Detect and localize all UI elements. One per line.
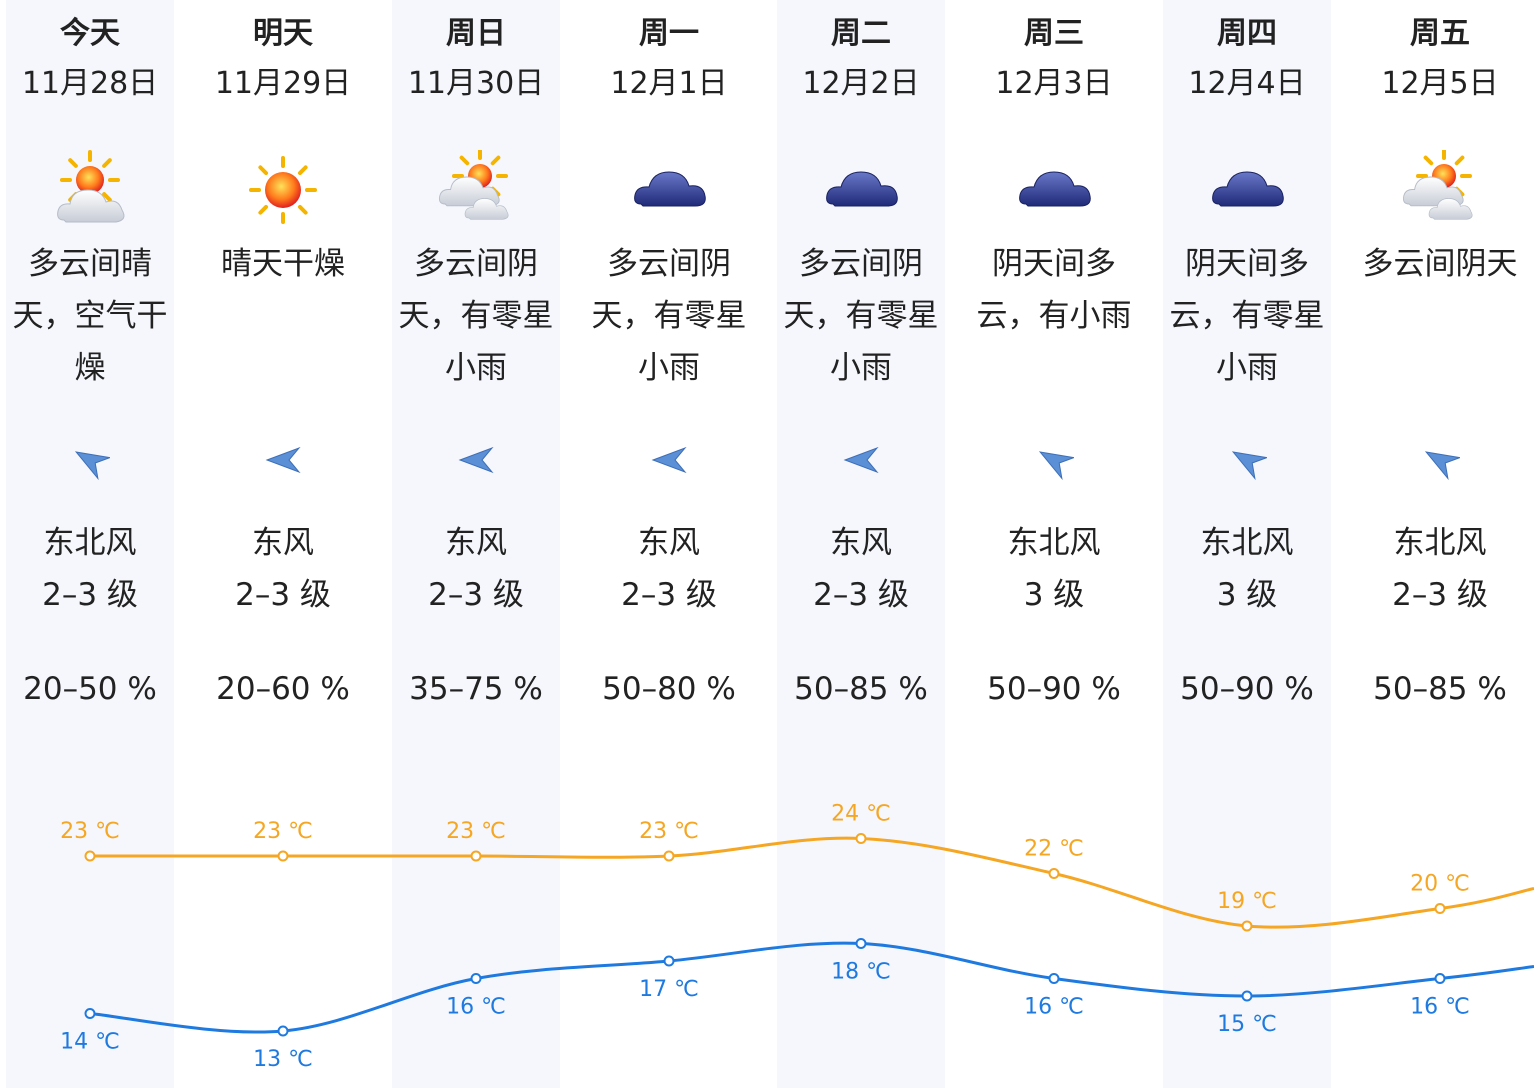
wind-northeast-arrow-icon — [74, 451, 110, 480]
wind-east-arrow-icon — [651, 446, 687, 474]
high-temperature-label: 23 ℃ — [253, 819, 313, 844]
weather-description: 晴天干燥 — [221, 246, 345, 282]
weather-description: 多云间晴天，空气干燥 — [12, 246, 168, 386]
day-label: 周日 — [446, 16, 506, 51]
wind-level: 2–3 级 — [621, 577, 717, 613]
low-temperature-point — [84, 1008, 96, 1019]
wind-level: 2–3 级 — [428, 577, 524, 613]
weather-description: 多云间阴天，有零星小雨 — [398, 246, 554, 386]
low-temperature-point — [277, 1025, 289, 1037]
day-label: 周五 — [1410, 16, 1470, 51]
low-temperature-point — [855, 938, 867, 949]
partly-cloudy-icon — [1403, 150, 1473, 220]
overcast-cloud-icon — [826, 171, 898, 207]
low-temperature-label: 17 ℃ — [639, 977, 699, 1002]
humidity-range: 50–90 % — [1180, 671, 1314, 707]
date-label: 12月1日 — [610, 66, 728, 101]
weather-description: 多云间阴天，有零星小雨 — [591, 246, 747, 386]
wind-northeast-arrow-icon — [1231, 451, 1267, 480]
wind-level: 2–3 级 — [813, 577, 909, 613]
wind-northeast-arrow-icon — [1424, 451, 1460, 480]
wind-direction: 东风 — [252, 525, 314, 561]
wind-direction: 东北风 — [1007, 525, 1101, 561]
overcast-cloud-icon — [1019, 171, 1091, 207]
wind-direction: 东北风 — [43, 525, 137, 561]
wind-level: 2–3 级 — [42, 577, 138, 613]
weather-description: 阴天间多云，有零星小雨 — [1169, 246, 1325, 386]
wind-direction: 东风 — [830, 525, 892, 561]
date-label: 12月4日 — [1188, 66, 1306, 101]
high-temperature-label: 24 ℃ — [831, 802, 891, 827]
wind-level: 3 级 — [1023, 577, 1085, 613]
date-label: 12月2日 — [802, 66, 920, 101]
high-temperature-label: 19 ℃ — [1217, 889, 1277, 914]
low-temperature-label: 16 ℃ — [446, 995, 506, 1020]
low-temperature-label: 13 ℃ — [253, 1047, 313, 1072]
high-temperature-point — [1241, 920, 1253, 932]
humidity-range: 50–85 % — [794, 671, 928, 707]
sun-behind-cloud-icon — [57, 150, 125, 223]
high-temperature-point — [1048, 868, 1060, 879]
high-temperature-line — [89, 836, 1534, 929]
wind-direction: 东北风 — [1200, 525, 1294, 561]
weather-description: 多云间阴天 — [1362, 246, 1518, 282]
humidity-range: 35–75 % — [409, 671, 543, 707]
low-temperature-label: 16 ℃ — [1024, 995, 1084, 1020]
low-temperature-point — [1241, 990, 1253, 1002]
wind-northeast-arrow-icon — [1038, 451, 1074, 480]
weather-description: 多云间阴天，有零星小雨 — [783, 246, 939, 386]
humidity-range: 20–60 % — [216, 671, 350, 707]
high-temperature-point — [84, 850, 96, 862]
high-temperature-label: 23 ℃ — [639, 819, 699, 844]
low-temperature-label: 18 ℃ — [831, 960, 891, 985]
humidity-range: 50–90 % — [987, 671, 1121, 707]
wind-level: 3 级 — [1216, 577, 1278, 613]
low-temperature-point — [470, 973, 482, 984]
low-temperature-point — [663, 955, 675, 967]
high-temperature-label: 23 ℃ — [446, 819, 506, 844]
overcast-cloud-icon — [1212, 171, 1284, 207]
humidity-range: 50–85 % — [1373, 671, 1507, 707]
day-label: 周二 — [831, 16, 891, 51]
temperature-chart: 23 ℃ 23 ℃ 23 ℃ 23 ℃ 24 ℃ 22 ℃ 19 ℃ 20 ℃ 14 ℃ 13 ℃… — [60, 802, 1534, 1072]
wind-east-arrow-icon — [265, 446, 301, 474]
wind-level: 2–3 级 — [1392, 577, 1488, 613]
high-temperature-point — [277, 850, 289, 862]
low-temperature-point — [1434, 973, 1446, 984]
day-label: 周一 — [639, 16, 699, 51]
date-label: 12月3日 — [995, 66, 1113, 101]
low-temperature-line — [89, 941, 1534, 1034]
low-temperature-label: 14 ℃ — [60, 1030, 120, 1055]
high-temperature-point — [663, 850, 675, 862]
low-temperature-label: 16 ℃ — [1410, 995, 1470, 1020]
day-label: 今天 — [60, 16, 120, 51]
high-temperature-label: 20 ℃ — [1410, 872, 1470, 897]
partly-cloudy-icon — [439, 150, 509, 220]
high-temperature-label: 22 ℃ — [1024, 837, 1084, 862]
wind-level: 2–3 级 — [235, 577, 331, 613]
low-temperature-label: 15 ℃ — [1217, 1012, 1277, 1037]
high-temperature-point — [1434, 903, 1446, 914]
humidity-range: 20–50 % — [23, 671, 157, 707]
wind-direction: 东风 — [445, 525, 507, 561]
overcast-cloud-icon — [634, 171, 706, 207]
humidity-range: 50–80 % — [602, 671, 736, 707]
wind-east-arrow-icon — [458, 446, 494, 474]
date-label: 11月28日 — [21, 66, 159, 101]
high-temperature-label: 23 ℃ — [60, 819, 120, 844]
wind-direction: 东北风 — [1393, 525, 1487, 561]
weather-description: 阴天间多云，有小雨 — [976, 246, 1132, 334]
day-label: 周三 — [1024, 16, 1084, 51]
low-temperature-point — [1048, 973, 1060, 984]
wind-east-arrow-icon — [843, 446, 879, 474]
sunny-icon — [249, 156, 317, 224]
day-label: 周四 — [1217, 16, 1277, 51]
high-temperature-point — [855, 833, 867, 844]
date-label: 12月5日 — [1381, 66, 1499, 101]
date-label: 11月30日 — [407, 66, 545, 101]
high-temperature-point — [470, 850, 482, 862]
date-label: 11月29日 — [214, 66, 352, 101]
day-label: 明天 — [253, 16, 313, 51]
wind-direction: 东风 — [638, 525, 700, 561]
